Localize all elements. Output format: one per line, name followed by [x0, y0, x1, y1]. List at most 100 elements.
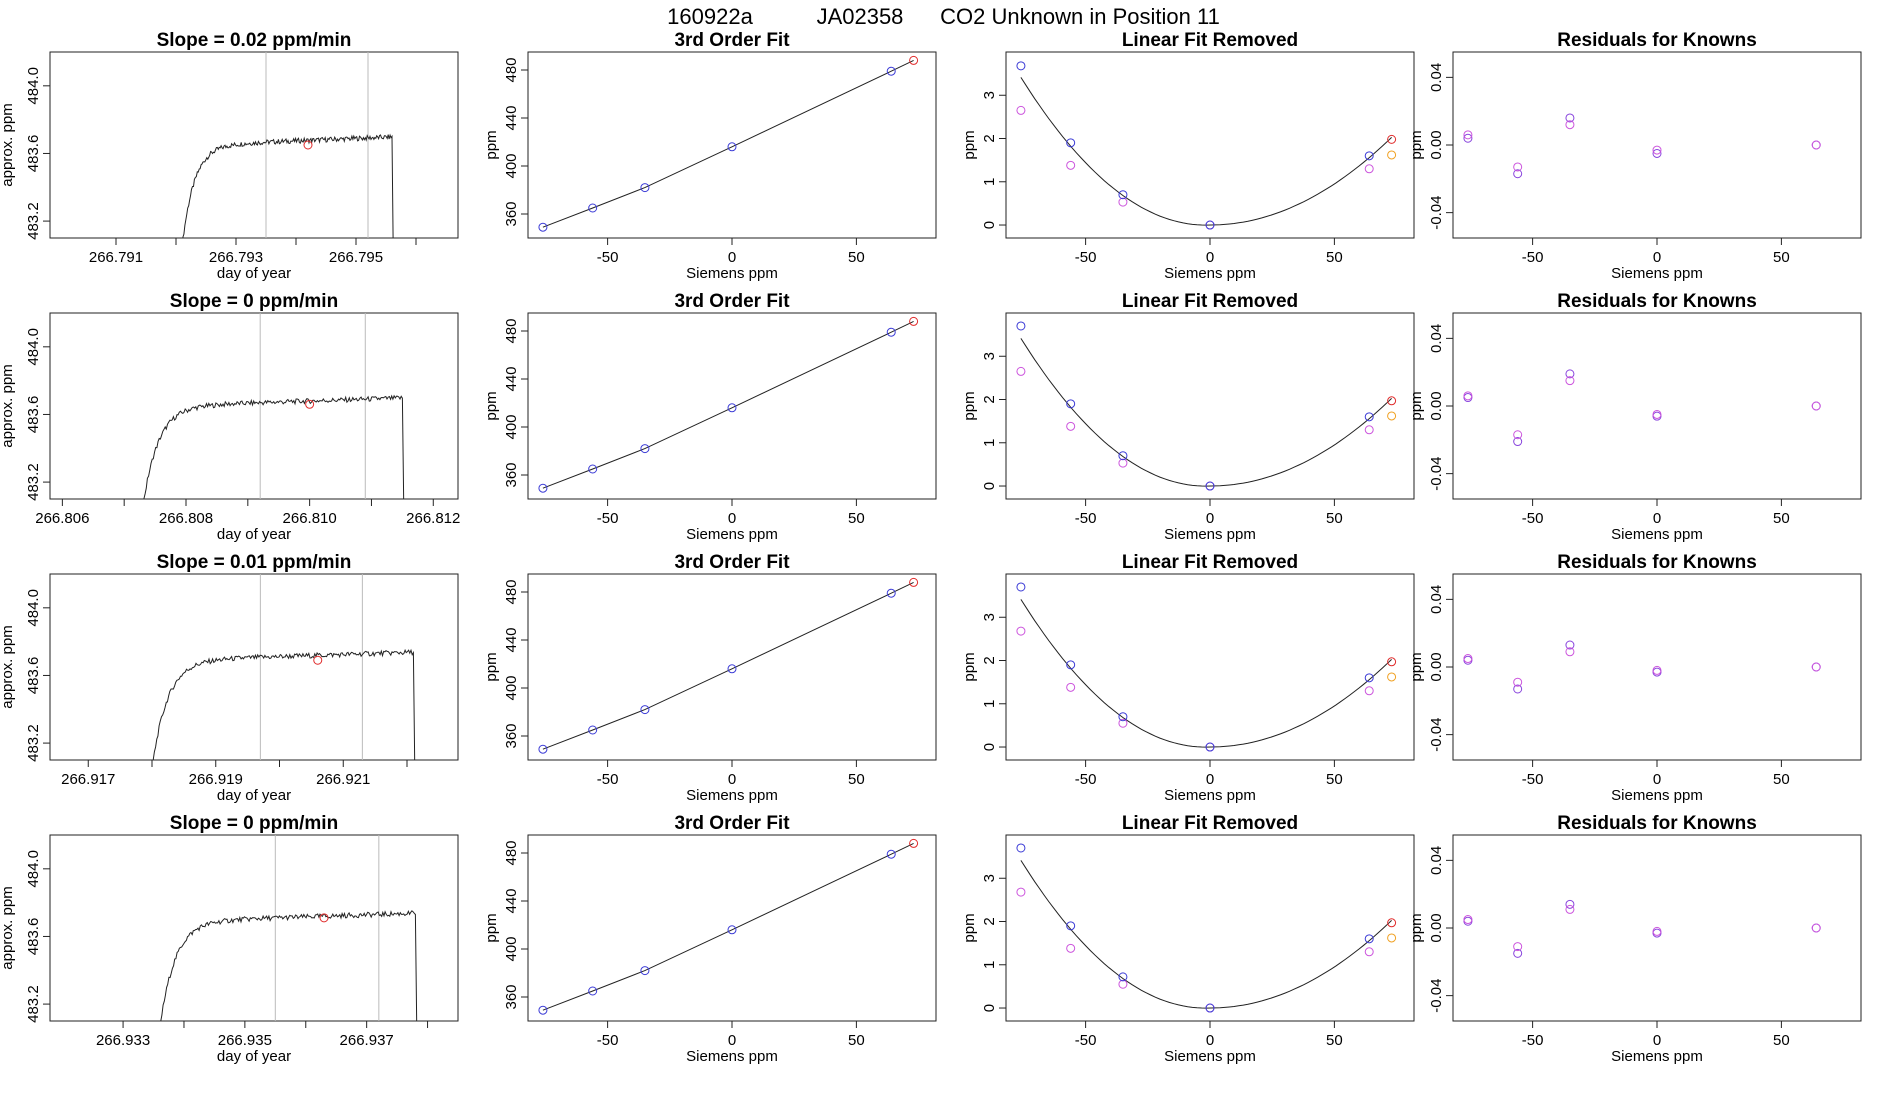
- alt-unknown-point: [1387, 933, 1397, 943]
- x-tick-label: 266.937: [340, 1032, 394, 1049]
- known-point: [538, 1005, 548, 1015]
- x-tick-label: 266.935: [218, 1032, 272, 1049]
- unknown-point: [1387, 918, 1397, 928]
- known-point: [538, 483, 548, 493]
- y-tick-label: 0.04: [1428, 324, 1445, 353]
- x-axis-label: day of year: [217, 265, 291, 282]
- x-tick-label: 266.917: [61, 771, 115, 788]
- unknown-mean-point: [303, 140, 313, 150]
- y-tick-label: 1: [981, 700, 998, 708]
- plot-data: [1463, 640, 1821, 694]
- panel-r4-c3: Linear Fit Removed -50 0 50 0 1 2 3 Siemens ppm p…: [961, 813, 1415, 1065]
- plot-data: [538, 55, 919, 232]
- x-tick-label: 266.919: [189, 771, 243, 788]
- plot-frame: [1452, 312, 1862, 500]
- known-point: [1118, 972, 1128, 982]
- known-point: [538, 222, 548, 232]
- raw-point: [1364, 947, 1374, 957]
- known-point: [727, 142, 737, 152]
- known-point: [1205, 1003, 1215, 1013]
- panel-title: Slope = 0 ppm/min: [170, 813, 338, 834]
- y-tick-label: 1: [981, 961, 998, 969]
- y-axis-label: ppm: [961, 130, 978, 159]
- y-tick-label: 0.04: [1428, 63, 1445, 92]
- panel-r2-c2: 3rd Order Fit -50 0 50 360 400 440 480 Siemens p…: [483, 291, 937, 543]
- known-point: [1118, 451, 1128, 461]
- x-axis-label: Siemens ppm: [686, 265, 778, 282]
- y-tick-label: 0: [981, 221, 998, 229]
- panel-title: 3rd Order Fit: [674, 30, 790, 51]
- raw-point: [1016, 887, 1026, 897]
- alt-unknown-point: [1387, 672, 1397, 682]
- raw-point: [1364, 164, 1374, 174]
- x-tick-label: 0: [728, 249, 736, 266]
- x-tick-label: 50: [1326, 249, 1343, 266]
- x-tick-label: 266.933: [96, 1032, 150, 1049]
- x-tick-label: 266.810: [283, 510, 337, 527]
- y-tick-label: 483.6: [25, 135, 42, 173]
- panel-r1-c1: Slope = 0.02 ppm/min 266.791 266.793 266.79…: [0, 30, 459, 282]
- y-tick-label: 0.00: [1428, 913, 1445, 942]
- residual-point: [1565, 113, 1575, 123]
- y-axis-label: ppm: [1408, 913, 1425, 942]
- raw-point: [1118, 458, 1128, 468]
- panel-r4-c1: Slope = 0 ppm/min 266.933 266.935 266.937 48…: [0, 813, 459, 1065]
- tank-id-text: JA02358: [817, 4, 904, 29]
- x-axis-label: Siemens ppm: [1611, 787, 1703, 804]
- alt-unknown-point: [1387, 411, 1397, 421]
- figure-title: 160922a JA02358 CO2 Unknown in Position …: [667, 4, 1220, 29]
- plot-frame: [1452, 834, 1862, 1022]
- residual-alt-point: [1513, 430, 1523, 440]
- known-point: [640, 966, 650, 976]
- y-axis-label: approx. ppm: [0, 625, 16, 708]
- x-axis-label: Siemens ppm: [686, 1048, 778, 1065]
- known-point: [1016, 61, 1026, 71]
- x-tick-label: 50: [1326, 1032, 1343, 1049]
- panel-title: 3rd Order Fit: [674, 552, 790, 573]
- y-tick-label: 1: [981, 178, 998, 186]
- linear-removed-curve: [1020, 599, 1392, 748]
- residual-alt-point: [1565, 647, 1575, 657]
- plot-data: [1463, 899, 1821, 958]
- panel-grid: Slope = 0.02 ppm/min 266.791 266.793 266.79…: [0, 30, 1862, 1065]
- y-tick-label: 483.6: [25, 396, 42, 434]
- unknown-mean-point: [319, 913, 329, 923]
- plot-frame: [1452, 573, 1862, 761]
- y-tick-label: 440: [503, 627, 520, 652]
- known-point: [1205, 481, 1215, 491]
- residual-alt-point: [1652, 145, 1662, 155]
- y-tick-label: -0.04: [1428, 196, 1445, 230]
- plot-data: [1016, 61, 1397, 230]
- x-tick-label: 266.921: [316, 771, 370, 788]
- residual-alt-point: [1463, 130, 1473, 140]
- known-point: [886, 66, 896, 76]
- raw-point: [1016, 105, 1026, 115]
- ppm-trace-line: [143, 394, 405, 499]
- y-tick-label: -0.04: [1428, 457, 1445, 491]
- unknown-point: [909, 316, 919, 326]
- residual-alt-point: [1652, 409, 1662, 419]
- known-point: [538, 744, 548, 754]
- y-axis-label: ppm: [961, 913, 978, 942]
- known-point: [1205, 220, 1215, 230]
- x-tick-label: 0: [1653, 249, 1661, 266]
- residual-point: [1513, 169, 1523, 179]
- plot-data: [1016, 582, 1397, 752]
- x-axis-label: day of year: [217, 787, 291, 804]
- raw-point: [1066, 682, 1076, 692]
- residual-alt-point: [1811, 923, 1821, 933]
- unknown-mean-point: [305, 399, 315, 409]
- x-tick-label: 50: [1773, 249, 1790, 266]
- known-point: [640, 705, 650, 715]
- known-point: [1364, 673, 1374, 683]
- y-tick-label: 3: [981, 352, 998, 360]
- x-axis-label: Siemens ppm: [1164, 265, 1256, 282]
- y-tick-label: 0.00: [1428, 130, 1445, 159]
- x-tick-label: -50: [1075, 249, 1097, 266]
- known-point: [727, 403, 737, 413]
- x-tick-label: 266.812: [406, 510, 460, 527]
- x-axis-label: Siemens ppm: [686, 526, 778, 543]
- y-axis-label: ppm: [483, 913, 500, 942]
- y-tick-label: 400: [503, 414, 520, 439]
- plot-data: [538, 838, 919, 1015]
